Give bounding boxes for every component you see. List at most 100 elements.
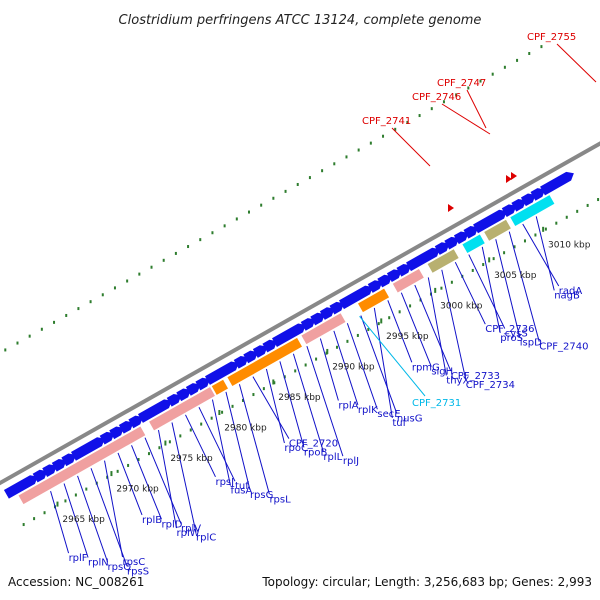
leader-line [252, 376, 290, 439]
gene-label-cpf_2720: CPF_2720 [289, 439, 338, 450]
leader-line [359, 316, 426, 397]
leader-line [306, 345, 344, 457]
inner-tick [262, 387, 265, 391]
leader-line [360, 315, 398, 414]
forward-gene [99, 431, 115, 445]
gene-label-rplb: rplB [142, 515, 162, 526]
leader-line [238, 384, 270, 495]
leader-line [427, 277, 447, 376]
kbp-tick [110, 471, 113, 477]
gene-label-rplw: rplW [176, 528, 199, 539]
forward-gene [185, 383, 201, 396]
leader-line [414, 284, 452, 372]
red-marker [448, 204, 454, 212]
gene-label-cpf_2741: CPF_2741 [362, 116, 411, 127]
inner-tick [231, 404, 234, 408]
outer-tick [4, 348, 7, 352]
outer-tick [211, 231, 214, 235]
gene-label-cpf_2734: CPF_2734 [466, 380, 515, 391]
gene-block [510, 195, 555, 226]
inner-tick [241, 398, 244, 402]
inner-tick [597, 198, 600, 202]
inner-tick [116, 469, 119, 473]
forward-gene [70, 437, 105, 461]
label-leader-lines [50, 43, 597, 567]
forward-gene [128, 415, 144, 429]
inner-tick [85, 487, 88, 491]
kbp-tick [56, 501, 59, 507]
outer-tick [260, 203, 263, 207]
kbp-label: 2965 kbp [62, 515, 105, 525]
leader-line [468, 254, 506, 329]
outer-tick [187, 245, 190, 249]
gene-label-cpf_2733: CPF_2733 [451, 371, 500, 382]
kbp-label: 2985 kbp [278, 393, 321, 403]
gene-block [484, 219, 511, 241]
leader-line [265, 368, 285, 444]
outer-tick [16, 341, 19, 345]
gene-block [462, 234, 485, 254]
outer-tick [430, 107, 433, 111]
leader-line [535, 216, 555, 291]
forward-gene [453, 231, 469, 245]
forward-gene [339, 285, 373, 310]
gene-label-rpsg: rpsG [250, 490, 273, 501]
gene-label-rada: radA [559, 286, 583, 297]
outer-tick [40, 327, 43, 331]
forward-gene [530, 188, 546, 201]
leader-line [319, 338, 339, 401]
outer-tick [467, 86, 470, 90]
forward-gene [118, 421, 134, 434]
forward-gene [319, 307, 335, 320]
inner-tick [200, 422, 203, 426]
inner-tick [147, 452, 150, 456]
gene-label-sigh: sigH [431, 367, 453, 378]
forward-gene [367, 280, 383, 293]
leader-line [50, 491, 70, 554]
gene-label-rplk: rplK [358, 405, 378, 416]
gene-label-cpf-2731: CPF_2731 [412, 398, 461, 409]
leader-line [117, 452, 143, 516]
kbp-label: 2970 kbp [116, 485, 159, 495]
outer-tick [369, 141, 372, 145]
outer-tick [235, 217, 238, 221]
outer-tick [65, 313, 68, 317]
outer-tick [89, 300, 92, 304]
leader-line [441, 269, 467, 380]
gene-label-rpsc: rpsC [123, 557, 146, 568]
forward-gene [501, 204, 517, 218]
outer-tick [345, 155, 348, 159]
kbp-label: 3000 kbp [440, 301, 483, 311]
kbp-label: 2980 kbp [224, 423, 267, 433]
inner-tick [586, 203, 589, 207]
kbp-label: 2995 kbp [386, 332, 429, 342]
gene-block [227, 337, 302, 387]
gene-label-pros: proS [500, 333, 523, 344]
gene-label-rpmg: rpmG [412, 362, 440, 373]
leader-line [225, 391, 251, 491]
inner-tick [544, 227, 547, 231]
genome-backbone [0, 141, 600, 486]
inner-tick [513, 245, 516, 249]
outer-tick [296, 182, 299, 186]
leader-line [158, 430, 177, 529]
forward-gene [463, 226, 479, 239]
inner-tick [409, 304, 412, 308]
accession-text: Accession: NC_008261 [8, 575, 144, 589]
gene-label-rpss: rpsS [127, 566, 149, 577]
gene-label-rpla: rplA [338, 401, 358, 412]
gene-label-tuf: tuf [235, 481, 249, 492]
gene-labels: 2965 kbp 2970 kbp 2975 kbp 2980 kbp 2985 kbp… [62, 32, 590, 577]
leader-line-red [556, 43, 597, 83]
outer-tick [113, 286, 116, 290]
inner-tick [565, 215, 568, 219]
gene-label-rpln: rplN [88, 558, 109, 569]
outer-tick [174, 251, 177, 255]
genome-track [0, 141, 600, 505]
gene-block [427, 249, 459, 273]
leader-line [77, 475, 109, 563]
leader-line [63, 483, 89, 558]
gene-label-cpf_2747: CPF_2747 [437, 78, 486, 89]
outer-tick [321, 169, 324, 173]
